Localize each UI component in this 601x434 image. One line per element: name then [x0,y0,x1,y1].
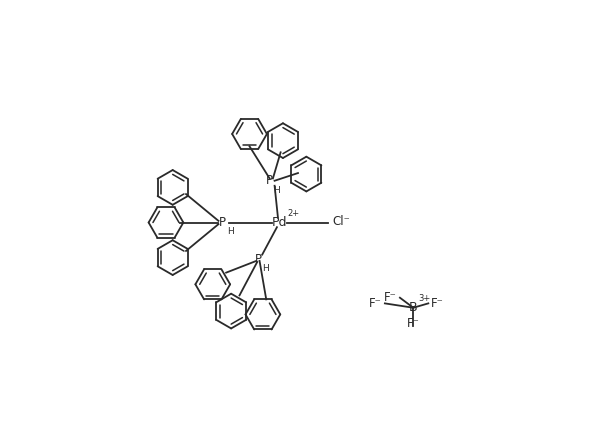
Text: H: H [227,227,234,236]
Text: 2+: 2+ [287,209,299,218]
Text: Cl⁻: Cl⁻ [332,215,350,228]
Text: H: H [262,264,269,273]
Text: P: P [219,216,227,229]
Text: B: B [409,301,418,314]
Text: P: P [266,174,272,187]
Text: P: P [254,253,261,266]
Text: F⁻: F⁻ [407,317,419,330]
Text: H: H [273,186,280,195]
Text: F⁻: F⁻ [385,291,397,304]
Text: 3+: 3+ [419,294,431,303]
Text: F⁻: F⁻ [370,297,382,310]
Text: F⁻: F⁻ [431,297,444,310]
Text: Pd: Pd [272,216,287,229]
